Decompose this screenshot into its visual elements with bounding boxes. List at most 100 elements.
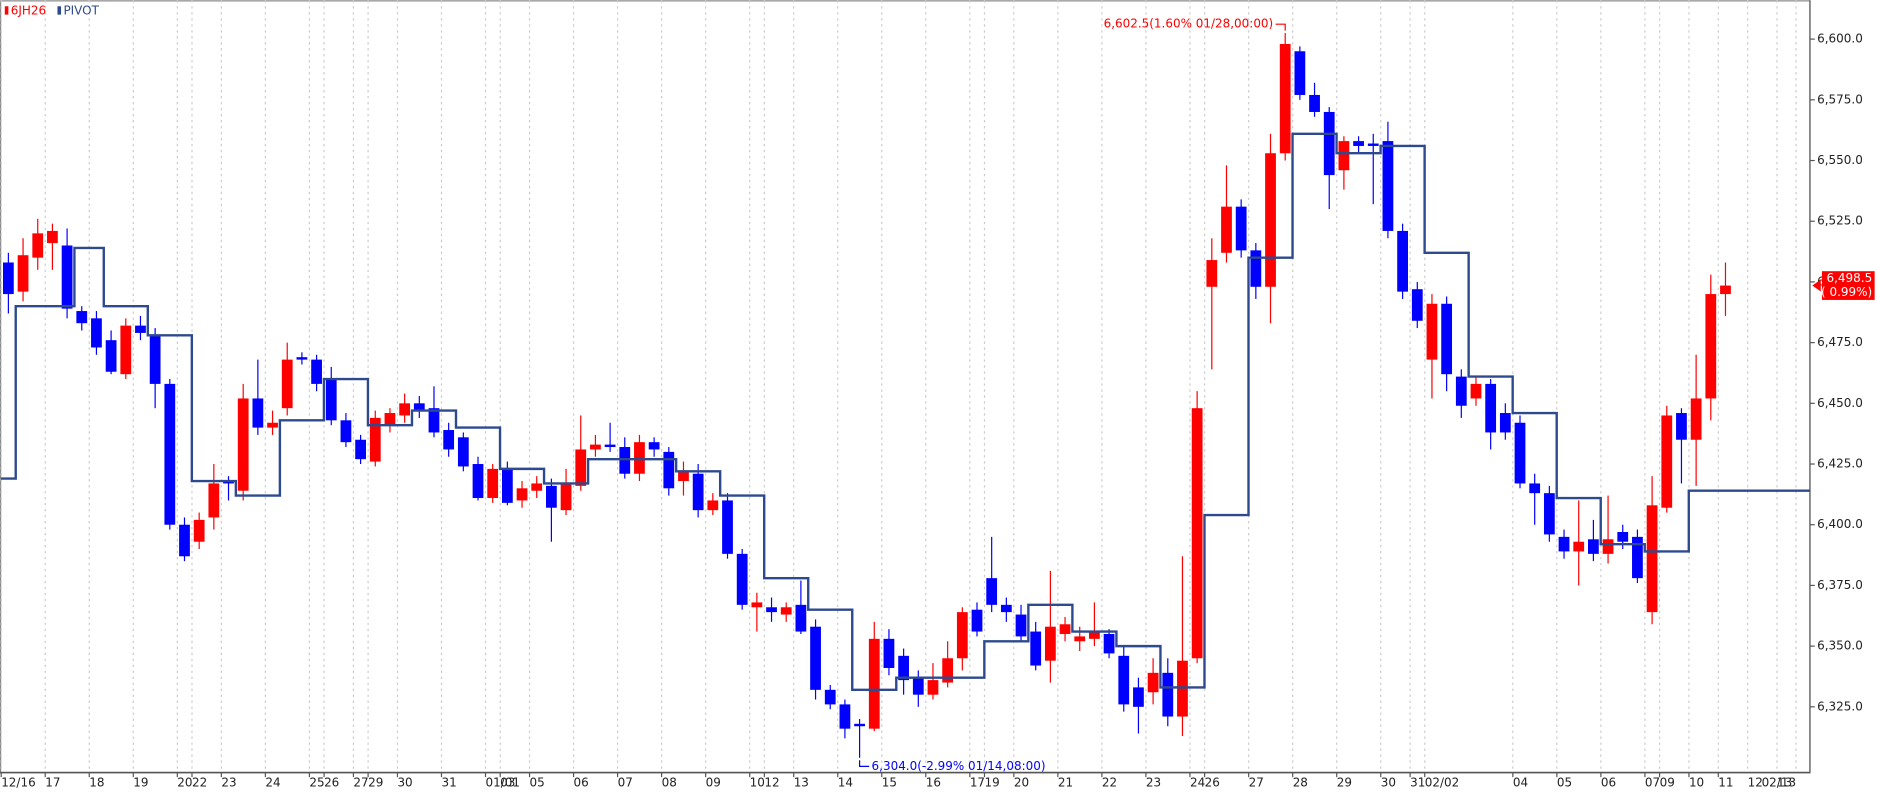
candle-body (472, 464, 484, 499)
candle-body (1646, 505, 1658, 613)
x-tick-label: 31 (441, 776, 456, 790)
candle-body (1470, 383, 1482, 399)
candle-body (252, 398, 264, 428)
x-tick-label: 17 (970, 776, 985, 790)
candle-body (912, 677, 924, 695)
candle-body (604, 444, 616, 448)
x-tick-label: 29 (368, 776, 383, 790)
x-tick-label: 18 (89, 776, 104, 790)
y-tick-label: 6,525.0 (1817, 214, 1863, 228)
candle-body (1632, 536, 1643, 579)
candle-body (1044, 626, 1056, 661)
candle-body (663, 451, 675, 489)
candle-body (1485, 383, 1497, 433)
candle-body (428, 408, 440, 433)
price-tag-value: 6,498.5 (1827, 271, 1873, 285)
candle-body (443, 430, 455, 450)
candle-body (1133, 687, 1144, 707)
x-tick-label: 10 (1689, 776, 1704, 790)
candle-body (208, 483, 220, 518)
candle-body (457, 437, 469, 467)
x-tick-label: 12/16 (1, 776, 36, 790)
x-tick-label: 07 (1645, 776, 1660, 790)
candle-body (751, 602, 763, 608)
x-tick-label: 21 (1058, 776, 1073, 790)
x-tick-label: 24 (265, 776, 280, 790)
candle-body (766, 607, 777, 613)
candle-body (619, 447, 631, 474)
candle-body (1250, 250, 1262, 287)
x-tick-label: 26 (324, 776, 339, 790)
candle-body (413, 403, 425, 411)
legend-swatch (57, 6, 62, 15)
candle-body (281, 359, 293, 409)
x-tick-label: 23 (1146, 776, 1161, 790)
x-tick-label: 24 (1190, 776, 1205, 790)
price-tag-arrow (1812, 279, 1821, 292)
candle-body (501, 468, 513, 503)
x-tick-label: 12 (1748, 776, 1763, 790)
candle-body (1265, 153, 1276, 287)
candle-body (1103, 633, 1115, 654)
candle-body (1294, 51, 1306, 95)
candle-body (1602, 539, 1614, 554)
pivot-line (1, 132, 1810, 692)
x-tick-label: 10 (750, 776, 765, 790)
candle-body (1147, 672, 1159, 693)
low-annotation: 6,304.0(-2.99% 01/14,08:00) (872, 759, 1046, 773)
candle-body (1059, 624, 1071, 634)
candle-body (516, 488, 528, 501)
x-tick-label: 12 (764, 776, 779, 790)
candle-body (736, 553, 748, 605)
candle-body (898, 655, 910, 681)
candle-body (487, 468, 499, 499)
x-tick-label: 09 (706, 776, 721, 790)
candle-body (1089, 631, 1100, 639)
candle-body (311, 359, 322, 384)
legend-label: PIVOT (63, 4, 99, 18)
candle-body (193, 519, 205, 542)
candle-body (883, 638, 895, 668)
x-tick-label: 03 (500, 776, 515, 790)
x-tick-label: 11 (1718, 776, 1733, 790)
candle-body (267, 422, 278, 428)
x-tick-label: 02/13 (1762, 776, 1796, 790)
candle-body (369, 417, 381, 462)
x-tick-label: 05 (530, 776, 545, 790)
candle-body (1441, 303, 1453, 375)
candle-body (1074, 636, 1086, 642)
x-tick-label: 06 (1601, 776, 1616, 790)
candle-body (164, 383, 176, 525)
candle-body (1000, 604, 1012, 613)
annotation-pointer (858, 760, 870, 767)
candle-body (384, 413, 396, 426)
x-tick-label: 19 (133, 776, 148, 790)
y-tick-label: 6,400.0 (1817, 517, 1863, 531)
candle-body (1015, 614, 1027, 637)
candle-body (1367, 143, 1379, 146)
candle-body (1514, 422, 1526, 484)
candle-body (1499, 413, 1511, 433)
x-tick-label: 29 (1337, 776, 1352, 790)
candle-body (355, 439, 366, 460)
candle-body (1661, 415, 1673, 508)
candle-body (1235, 206, 1247, 251)
x-tick-label: 25 (309, 776, 324, 790)
candle-body (1118, 655, 1130, 705)
candle-body (1309, 94, 1320, 112)
x-tick-label: 30 (1381, 776, 1396, 790)
x-tick-label: 19 (984, 776, 999, 790)
candle-body (1177, 660, 1188, 717)
high-annotation: 6,602.5(1.60% 01/28,00:00) (1104, 17, 1274, 31)
candle-body (237, 398, 249, 491)
x-tick-label: 02/02 (1425, 776, 1460, 790)
candle-body (1221, 206, 1232, 253)
candle-body (1529, 483, 1541, 494)
candle-body (105, 340, 117, 372)
y-tick-label: 6,425.0 (1817, 457, 1863, 471)
candle-body (590, 444, 601, 450)
candle-body (340, 420, 352, 443)
candle-body (678, 471, 689, 482)
